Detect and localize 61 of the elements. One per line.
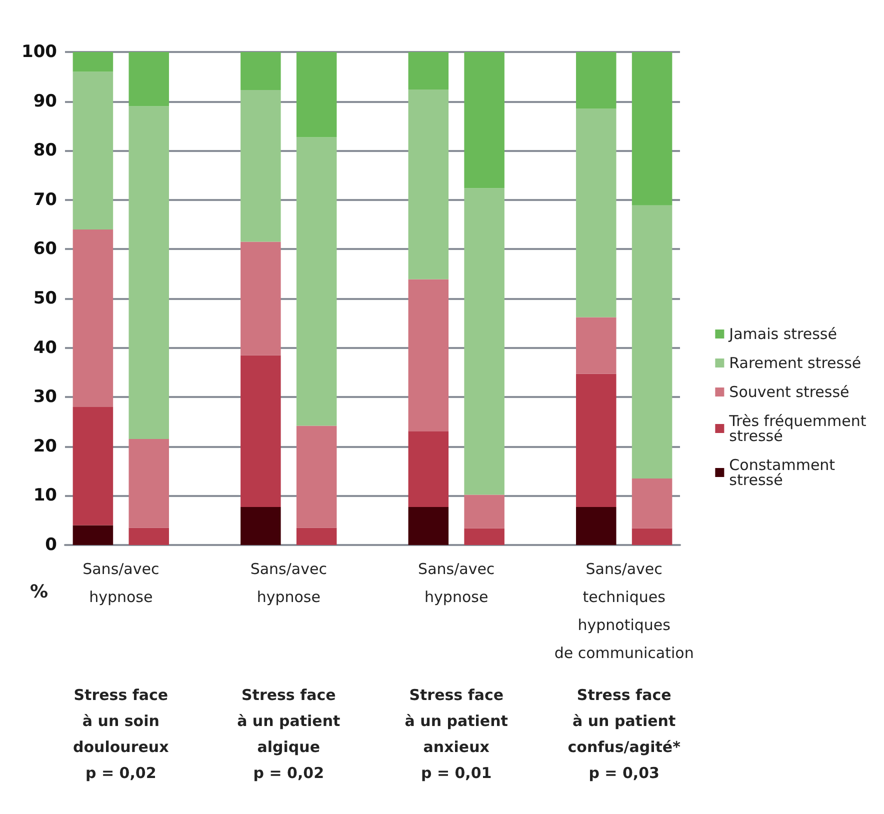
bar: [464, 528, 504, 545]
bar: [576, 108, 616, 318]
bar: [72, 525, 114, 545]
bar: [576, 52, 616, 109]
bar: [632, 52, 672, 206]
bar: [632, 478, 672, 528]
text: Sans/avec techniques hypnotiques de communication: [554, 560, 694, 662]
y-axis-title: %: [30, 582, 48, 602]
bar: [240, 355, 281, 508]
y-tick-label: 60: [33, 239, 58, 260]
bar: [576, 317, 616, 374]
bar: [632, 205, 672, 478]
text: Stress face à un patient anxieux p = 0,01: [404, 686, 508, 782]
bar: [240, 90, 281, 242]
bar: [408, 52, 449, 90]
text: Stress face à un soin douloureux p = 0,02: [73, 686, 170, 782]
bar: [296, 426, 337, 528]
legend-label: Constamment stressé: [729, 456, 840, 489]
bar: [240, 242, 281, 356]
bar: [128, 106, 169, 440]
y-tick-label: 0: [45, 535, 58, 555]
bar: [632, 528, 672, 545]
bar: [464, 188, 504, 495]
bar: [408, 89, 449, 280]
text: Stress face à un patient algique p = 0,02: [237, 686, 340, 782]
bar: [408, 507, 449, 545]
y-tick-label: 50: [33, 288, 58, 308]
y-tick-label: 10: [33, 486, 58, 506]
y-tick-label: 70: [33, 190, 58, 210]
bar: [128, 439, 169, 528]
bar: [576, 374, 616, 508]
y-tick-label: 20: [33, 436, 58, 456]
bar: [128, 528, 169, 545]
bar: [296, 52, 337, 138]
y-tick-label: 40: [33, 338, 58, 358]
legend-label: Très fréquemment stressé: [728, 412, 872, 445]
bar: [72, 52, 114, 72]
bar: [72, 229, 114, 407]
legend-label: Jamais stressé: [728, 325, 837, 343]
text: Stress face à un patient confus/agité* p = 0,03: [568, 686, 681, 782]
bar: [296, 528, 337, 545]
bar: [408, 431, 449, 508]
y-tick-label: 80: [33, 140, 58, 161]
y-tick-label: 30: [33, 387, 58, 408]
bar: [464, 52, 504, 188]
y-tick-label: 90: [33, 91, 58, 112]
bar: [408, 279, 449, 432]
bar: [240, 507, 281, 545]
bar: [576, 507, 616, 545]
text: Sans/avec hypnose: [82, 560, 160, 606]
bar: [240, 52, 281, 90]
y-tick-label: 100: [22, 42, 58, 62]
bar: [72, 72, 114, 230]
bar: [296, 137, 337, 426]
legend-label: Rarement stressé: [729, 354, 862, 372]
legend-label: Souvent stressé: [729, 383, 850, 401]
bar: [72, 406, 114, 526]
bar: [128, 52, 169, 106]
text: Sans/avec hypnose: [418, 560, 495, 606]
text: Sans/avec hypnose: [250, 560, 327, 606]
bar: [464, 494, 504, 528]
